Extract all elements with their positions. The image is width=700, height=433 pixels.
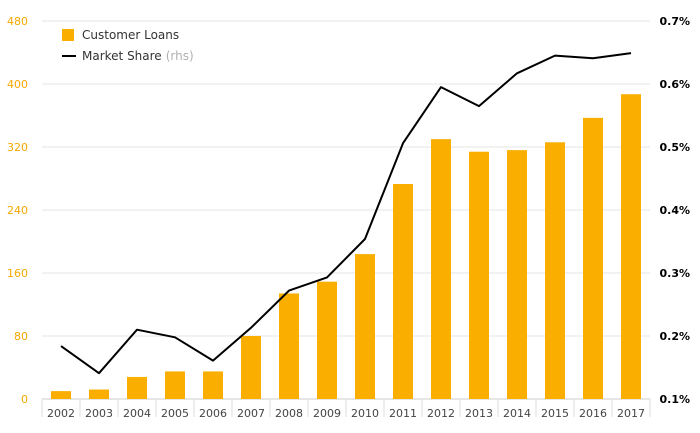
bar-2010 <box>355 254 375 399</box>
legend-swatch-customer-loans <box>62 29 74 41</box>
x-tick-label: 2009 <box>313 407 341 420</box>
bar-2016 <box>583 117 603 400</box>
bar-2003 <box>89 389 109 399</box>
x-tick-label: 2014 <box>503 407 531 420</box>
bar-2013 <box>469 151 489 399</box>
x-tick-label: 2003 <box>85 407 113 420</box>
bar-2006 <box>203 371 223 399</box>
right-tick-label: 0.3% <box>659 267 690 280</box>
x-tick-label: 2013 <box>465 407 493 420</box>
left-tick-label: 80 <box>14 330 28 343</box>
x-axis-ticks: 2002 2003 2004 2005 2006 2007 2008 2009 2010 2011… <box>47 407 645 420</box>
bar-2011 <box>393 184 413 399</box>
left-tick-label: 240 <box>7 204 28 217</box>
x-tick-label: 2008 <box>275 407 303 420</box>
x-tick-label: 2012 <box>427 407 455 420</box>
x-tick-label: 2016 <box>579 407 607 420</box>
bar-2009 <box>317 281 337 399</box>
left-tick-label: 400 <box>7 78 28 91</box>
x-tick-label: 2017 <box>617 407 645 420</box>
bar-2017 <box>621 94 641 400</box>
bar-2012 <box>431 139 451 399</box>
x-tick-label: 2004 <box>123 407 151 420</box>
right-tick-label: 0.4% <box>659 204 690 217</box>
legend: Customer Loans Market Share (rhs) <box>62 28 194 63</box>
legend-label-market-share: Market Share (rhs) <box>82 49 194 63</box>
x-tick-label: 2015 <box>541 407 569 420</box>
x-tick-label: 2002 <box>47 407 75 420</box>
bar-2007 <box>241 336 261 399</box>
legend-label-customer-loans: Customer Loans <box>82 28 179 42</box>
x-tick-label: 2010 <box>351 407 379 420</box>
right-tick-label: 0.5% <box>659 141 690 154</box>
x-tick-label: 2011 <box>389 407 417 420</box>
x-tick-label: 2006 <box>199 407 227 420</box>
x-tick-label: 2005 <box>161 407 189 420</box>
bar-2014 <box>507 150 527 399</box>
left-axis-ticks: 0 80 160 240 320 400 480 <box>7 15 28 406</box>
right-tick-label: 0.2% <box>659 330 690 343</box>
left-tick-label: 0 <box>21 393 28 406</box>
x-tick-label: 2007 <box>237 407 265 420</box>
right-tick-label: 0.7% <box>659 15 690 28</box>
right-tick-label: 0.6% <box>659 78 690 91</box>
left-tick-label: 160 <box>7 267 28 280</box>
market-share-line <box>60 52 632 375</box>
right-axis-ticks: 0.1% 0.2% 0.3% 0.4% 0.5% 0.6% 0.7% <box>659 15 690 406</box>
right-tick-label: 0.1% <box>659 393 690 406</box>
gridlines <box>41 20 651 417</box>
bar-series-customer-loans <box>51 94 641 400</box>
left-tick-label: 480 <box>7 15 28 28</box>
bar-2002 <box>51 391 71 399</box>
bar-2005 <box>165 371 185 399</box>
bar-2008 <box>279 293 299 399</box>
bar-2004 <box>127 376 147 399</box>
line-series-market-share <box>60 52 632 375</box>
left-tick-label: 320 <box>7 141 28 154</box>
bar-2015 <box>545 142 565 399</box>
